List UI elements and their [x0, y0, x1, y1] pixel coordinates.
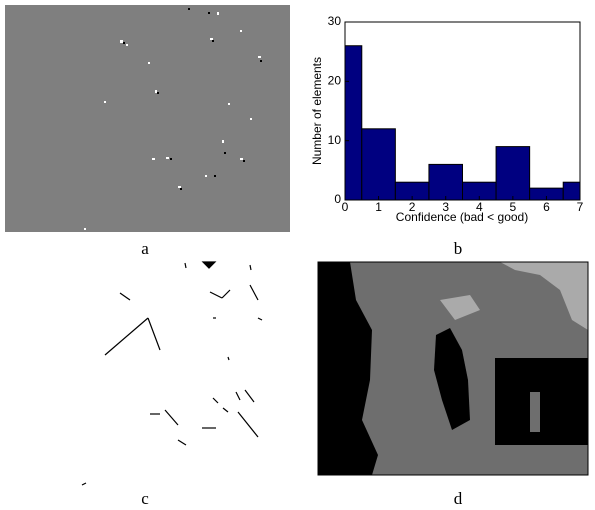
histogram: Number of elements Confidence (bad < goo… [310, 14, 584, 224]
y-tick-label: 20 [328, 74, 342, 88]
bar [428, 163, 463, 200]
axes-box [344, 21, 581, 201]
panel-a-image [5, 5, 290, 232]
x-tick-label: 6 [543, 200, 550, 214]
bar [361, 128, 396, 200]
panel-c-drawing [81, 261, 263, 486]
panel-d-image [317, 261, 589, 476]
x-tick-label: 5 [510, 200, 517, 214]
bars [345, 45, 580, 200]
x-tick-label: 3 [442, 200, 449, 214]
x-tick-label: 2 [409, 200, 416, 214]
caption: b [454, 239, 463, 258]
bar [495, 146, 531, 200]
x-axis-label: Confidence (bad < good) [396, 210, 528, 224]
x-tick-label: 7 [577, 200, 584, 214]
y-tick-label: 30 [328, 14, 342, 28]
caption: a [141, 239, 149, 258]
y-tick-label: 10 [328, 133, 342, 147]
x-tick-label: 0 [342, 200, 349, 214]
caption: d [454, 489, 463, 508]
x-tick-label: 4 [476, 200, 483, 214]
y-axis-label: Number of elements [310, 57, 324, 165]
bar [562, 181, 580, 200]
caption: c [141, 489, 149, 508]
y-tick-label: 0 [334, 192, 341, 206]
x-tick-label: 1 [375, 200, 382, 214]
